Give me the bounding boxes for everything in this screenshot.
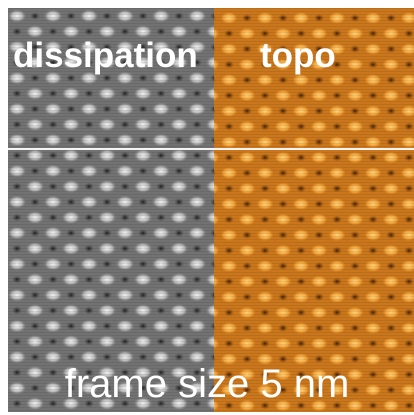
- scan-line-divider: [8, 148, 414, 150]
- frame-size-caption: frame size 5 nm: [64, 362, 350, 406]
- dissipation-lattice-image: [8, 8, 214, 412]
- topo-lattice-image: [214, 8, 414, 412]
- dissipation-image-panel: [8, 8, 214, 412]
- topo-image-panel: [214, 8, 414, 412]
- dissipation-label: dissipation: [13, 36, 198, 75]
- topo-label: topo: [260, 36, 336, 75]
- afm-figure: [8, 8, 414, 412]
